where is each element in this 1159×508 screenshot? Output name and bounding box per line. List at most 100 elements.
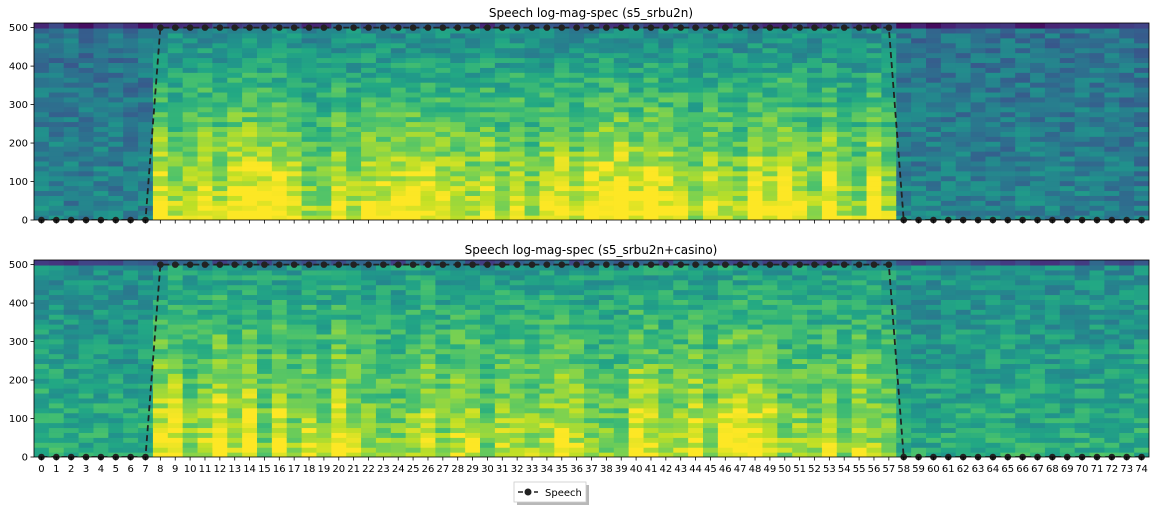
heatmap-cell — [405, 299, 422, 305]
heatmap-cell — [777, 96, 793, 103]
heatmap-cell — [673, 284, 689, 291]
heatmap-cell — [242, 77, 258, 83]
heatmap-cell — [1104, 106, 1120, 113]
heatmap-cell — [569, 136, 585, 142]
heatmap-cell — [747, 126, 764, 132]
heatmap-cell — [598, 269, 615, 276]
heatmap-cell — [1044, 155, 1061, 162]
heatmap-cell — [598, 180, 615, 187]
heatmap-cell — [1119, 180, 1135, 187]
heatmap-cell — [465, 299, 481, 305]
heatmap-cell — [48, 294, 65, 300]
heatmap-cell — [628, 422, 645, 429]
heatmap-cell — [866, 131, 882, 137]
heatmap-cell — [48, 62, 65, 68]
heatmap-cell — [465, 72, 481, 78]
heatmap-cell — [673, 190, 689, 196]
heatmap-cell — [167, 57, 184, 63]
heatmap-cell — [227, 37, 243, 44]
heatmap-cell — [63, 27, 80, 34]
heatmap-cell — [197, 274, 213, 281]
heatmap-cell — [167, 210, 184, 216]
heatmap-cell — [628, 155, 645, 162]
heatmap-cell — [807, 215, 823, 220]
heatmap-cell — [450, 72, 466, 78]
heatmap-cell — [182, 304, 199, 310]
heatmap-cell — [34, 279, 50, 286]
heatmap-cell — [108, 269, 124, 276]
heatmap-cell — [1030, 190, 1046, 196]
heatmap-cell — [821, 57, 838, 63]
heatmap-cell — [242, 121, 258, 128]
heatmap-cell — [361, 368, 377, 374]
heatmap-cell — [598, 343, 615, 350]
heatmap-cell — [123, 72, 139, 78]
heatmap-cell — [271, 274, 288, 281]
heatmap-cell — [212, 165, 228, 172]
heatmap-cell — [658, 289, 674, 296]
heatmap-cell — [1030, 165, 1046, 172]
heatmap-cell — [970, 87, 987, 93]
heatmap-cell — [554, 447, 570, 453]
heatmap-cell — [316, 284, 332, 291]
heatmap-cell — [48, 368, 65, 374]
heatmap-cell — [34, 422, 50, 429]
heatmap-cell — [940, 136, 957, 142]
heatmap-cell — [896, 165, 912, 172]
heatmap-cell — [331, 32, 347, 39]
heatmap-cell — [762, 141, 778, 147]
heatmap-cell — [123, 437, 139, 443]
heatmap-cell — [1104, 170, 1120, 177]
heatmap-cell — [346, 205, 362, 211]
heatmap-cell — [569, 284, 585, 291]
heatmap-cell — [524, 437, 541, 443]
heatmap-cell — [435, 87, 451, 93]
heatmap-cell — [182, 165, 199, 172]
heatmap-cell — [316, 383, 332, 389]
heatmap-cell — [93, 205, 109, 211]
speech-marker — [736, 24, 744, 31]
heatmap-cell — [465, 200, 481, 206]
heatmap-cell — [1089, 87, 1105, 93]
heatmap-cell — [138, 32, 154, 39]
heatmap-cell — [1104, 91, 1120, 98]
heatmap-cell — [361, 82, 377, 88]
heatmap-cell — [152, 442, 169, 448]
heatmap-cell — [123, 146, 139, 152]
heatmap-cell — [955, 96, 972, 103]
heatmap-cell — [78, 67, 95, 73]
heatmap-cell — [405, 52, 422, 59]
heatmap-cell — [63, 205, 80, 211]
heatmap-cell — [227, 299, 243, 305]
heatmap-cell — [524, 452, 541, 457]
heatmap-cell — [375, 47, 392, 54]
heatmap-cell — [836, 101, 853, 108]
heatmap-cell — [554, 170, 570, 177]
spectrogram-heatmap — [34, 23, 1149, 220]
heatmap-cell — [628, 72, 645, 78]
heatmap-cell — [911, 62, 927, 68]
heatmap-cell — [450, 328, 466, 335]
heatmap-cell — [257, 87, 273, 93]
heatmap-cell — [703, 397, 719, 404]
heatmap-cell — [1000, 111, 1016, 118]
heatmap-cell — [78, 180, 95, 187]
heatmap-cell — [242, 96, 258, 103]
heatmap-cell — [1044, 111, 1061, 118]
heatmap-cell — [821, 151, 838, 157]
heatmap-cell — [539, 32, 555, 39]
heatmap-cell — [93, 284, 109, 291]
heatmap-cell — [613, 141, 630, 147]
heatmap-cell — [420, 52, 436, 59]
heatmap-cell — [316, 67, 332, 73]
heatmap-cell — [658, 62, 674, 68]
heatmap-cell — [63, 106, 80, 113]
heatmap-cell — [227, 422, 243, 429]
heatmap-cell — [197, 67, 213, 73]
heatmap-cell — [881, 116, 897, 123]
heatmap-cell — [152, 412, 169, 419]
heatmap-cell — [1015, 180, 1031, 187]
heatmap-cell — [197, 324, 213, 330]
heatmap-cell — [286, 294, 303, 300]
heatmap-cell — [494, 353, 511, 360]
